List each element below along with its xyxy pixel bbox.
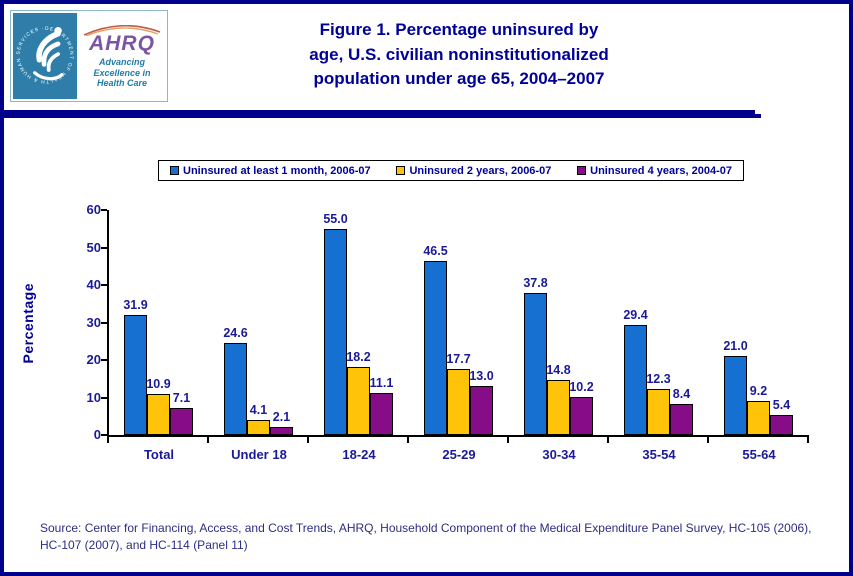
hhs-seal-icon: DEPARTMENT OF HEALTH & HUMAN SERVICES · … [13,13,77,99]
chart-legend: Uninsured at least 1 month, 2006-07 Unins… [158,160,744,181]
legend-swatch [170,166,179,175]
category-label: 30-34 [542,447,576,462]
x-tick-mark [507,437,509,443]
x-tick-mark [407,437,409,443]
category-label: Under 18 [231,447,287,462]
legend-swatch [577,166,587,175]
category-label: 35-54 [642,447,676,462]
source-line: Source: Center for Financing, Access, an… [40,521,812,535]
x-tick-mark [607,437,609,443]
legend-label: Uninsured at least 1 month, 2006-07 [183,164,371,177]
source-line: HC-107 (2007), and HC-114 (Panel 11) [40,538,248,553]
figure-title: Figure 1. Percentage uninsured by age, U… [309,20,609,89]
legend-label: Uninsured 4 years, 2004-07 [590,164,732,177]
legend-item: Uninsured at least 1 month, 2006-07 [170,165,371,177]
ahrq-swoosh-icon [83,24,161,36]
y-tick-label: 40 [86,277,101,292]
x-tick-mark [807,437,809,443]
legend-item: Uninsured 4 years, 2004-07 [577,165,732,177]
plot-area [107,210,809,437]
ahrq-acronym: AHRQ [89,31,155,55]
y-tick-label: 30 [86,314,101,330]
category-label: 25-29 [442,447,476,462]
ahrq-hhs-logo: DEPARTMENT OF HEALTH & HUMAN SERVICES · … [10,10,168,102]
category-label: 55-64 [742,447,776,462]
hhs-eagle-icon [33,27,64,81]
ahrq-tagline: Advancing Excellence in Health Care [93,56,151,89]
legend-swatch [396,166,406,175]
y-tick-label: 20 [86,352,101,367]
ahrq-logo: AHRQ Advancing Excellence in Health Care [79,13,165,99]
y-tick-label: 10 [86,389,101,405]
x-tick-mark [707,437,709,443]
source-note: Source: Center for Financing, Access, an… [40,520,840,555]
category-label: Total [143,447,175,462]
x-tick-mark [207,437,209,443]
legend-label: Uninsured 2 years, 2006-07 [409,164,552,177]
y-tick-label: 60 [86,202,101,217]
y-tick-label: 50 [86,239,101,255]
y-tick-label: 0 [93,427,101,442]
y-axis-title: Percentage [20,283,36,364]
x-tick-mark [307,437,309,443]
header-divider [4,110,761,118]
legend-item: Uninsured 2 years, 2006-07 [396,165,551,177]
category-label: 18-24 [342,447,376,462]
x-tick-mark [107,437,109,443]
